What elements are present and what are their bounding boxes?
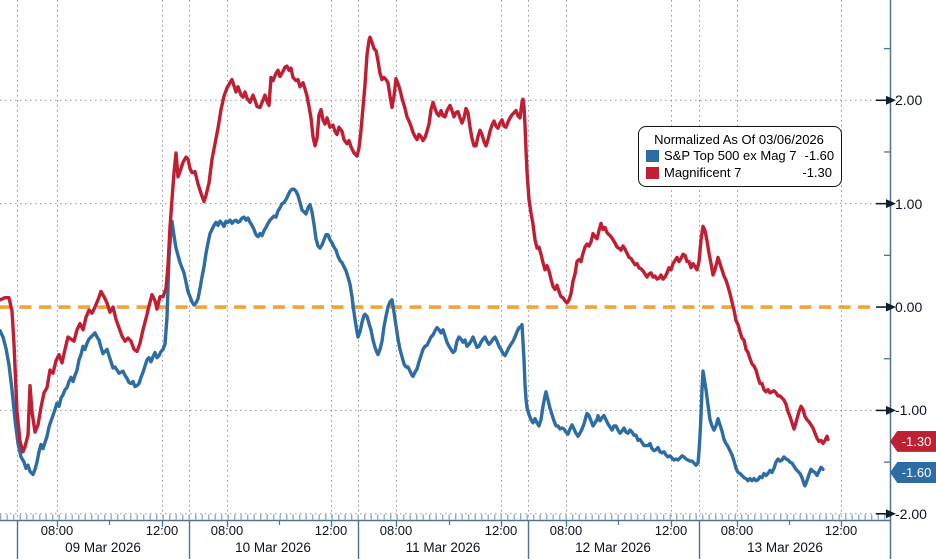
legend-title: Normalized As Of 03/06/2026 (654, 132, 824, 147)
y-tick-arrow-icon (886, 95, 896, 105)
last-value-badge-magnificent7: -1.30 (890, 430, 936, 452)
y-axis-tick-label: -2.00 (895, 505, 927, 522)
x-axis-time-label: 12:00 (314, 523, 348, 538)
series-line-sp500exmag7 (0, 187, 825, 488)
x-axis-date-label: 11 Mar 2026 (405, 540, 481, 555)
red-series-swatch-icon (646, 166, 659, 179)
legend-entry-sp500exmag7: S&P Top 500 ex Mag 7 -1.60 (646, 148, 835, 165)
y-axis-tick-label: -1.00 (895, 402, 927, 419)
x-axis-time-label: 12:00 (654, 523, 688, 538)
x-axis-time-label: 08:00 (379, 523, 413, 538)
legend-entry-value: -1.30 (802, 164, 832, 180)
y-tick-arrow-icon (886, 405, 896, 415)
x-axis-time-label: 12:00 (824, 523, 858, 538)
last-value-badge-sp500exmag7: -1.60 (890, 461, 936, 483)
x-axis-date-label: 10 Mar 2026 (235, 540, 311, 555)
x-axis-date-label: 09 Mar 2026 (65, 540, 141, 555)
x-axis-time-label: 08:00 (720, 523, 754, 538)
y-tick-arrow-icon (886, 509, 896, 519)
series-line-magnificent7 (0, 35, 830, 454)
blue-series-swatch-icon (646, 150, 659, 163)
x-axis-time-label: 12:00 (484, 523, 518, 538)
legend-entry-magnificent7: Magnificent 7 -1.30 (646, 165, 832, 182)
x-axis-time-label: 12:00 (145, 523, 179, 538)
y-tick-arrow-icon (886, 199, 896, 209)
y-tick-arrow-icon (886, 302, 896, 312)
legend-entry-label: Magnificent 7 (664, 164, 742, 180)
y-axis-tick-label: 1.00 (895, 195, 923, 212)
legend-entry-label: S&P Top 500 ex Mag 7 (664, 148, 797, 163)
x-axis-time-label: 08:00 (549, 523, 583, 538)
x-axis-time-label: 08:00 (40, 523, 74, 538)
x-axis-date-label: 12 Mar 2026 (575, 540, 651, 555)
x-axis-date-label: 13 Mar 2026 (747, 540, 823, 555)
legend-box: Normalized As Of 03/06/2026 S&P Top 500 … (638, 126, 842, 187)
y-axis-tick-label: 0.00 (895, 299, 923, 316)
y-axis-tick-label: 2.00 (895, 92, 923, 109)
legend-entry-value: -1.60 (804, 148, 835, 163)
x-axis-time-label: 08:00 (210, 523, 244, 538)
